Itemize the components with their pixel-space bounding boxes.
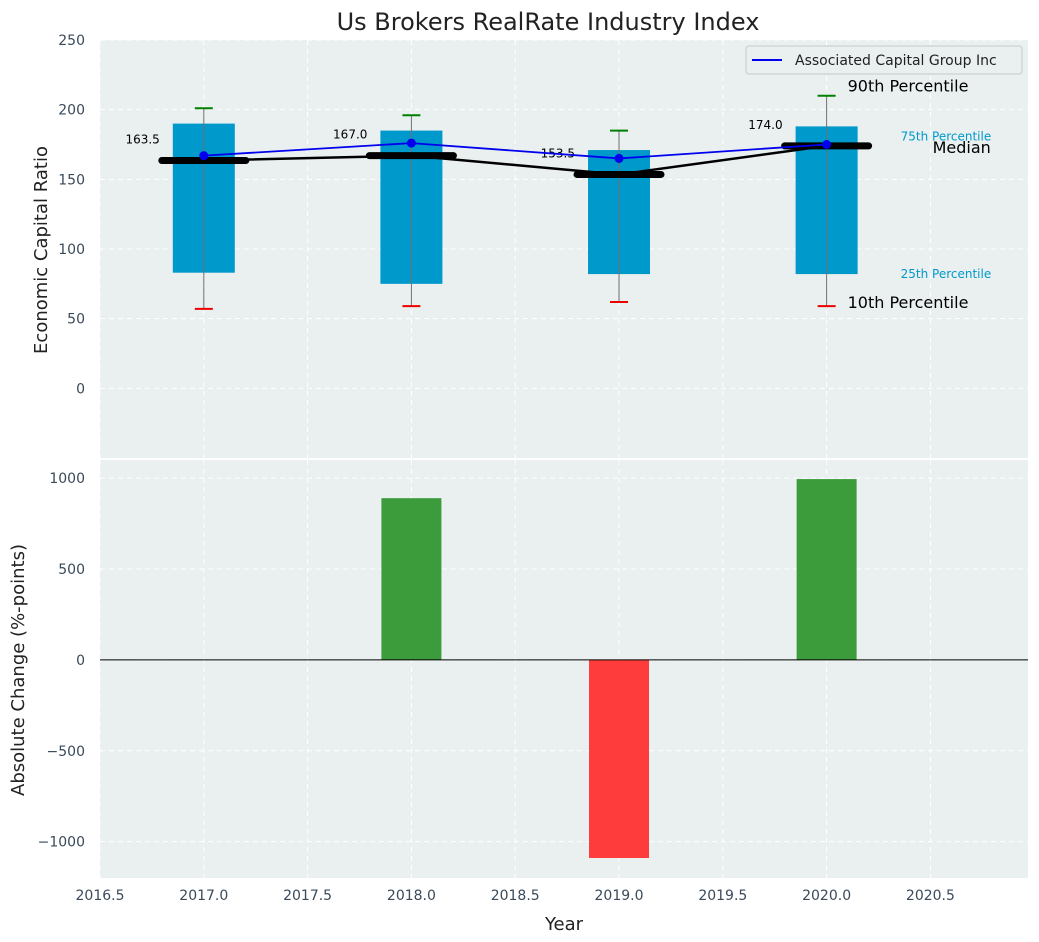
bottom-y-ticks: −1000 −500 0 500 1000 (38, 471, 85, 850)
panel-separator (100, 458, 1028, 460)
chart-title: Us Brokers RealRate Industry Index (337, 8, 760, 36)
x-tick-label: 2020.5 (906, 888, 955, 904)
median-line (203, 144, 827, 176)
top-y-tick-label: 150 (58, 172, 85, 188)
x-tick-label: 2019.0 (595, 888, 644, 904)
annotation-median: Median (933, 138, 991, 157)
top-y-tick-label: 0 (76, 381, 85, 397)
bottom-y-axis-label: Absolute Change (%-points) (8, 544, 29, 796)
x-ticks: 2016.5 2017.0 2017.5 2018.0 2018.5 2019.0 2019… (76, 888, 955, 904)
legend-label: Associated Capital Group Inc (795, 53, 997, 69)
median-value-label: 174.0 (748, 118, 782, 132)
series-point (406, 138, 416, 148)
series-point (199, 151, 209, 161)
top-y-tick-label: 200 (58, 103, 85, 119)
x-tick-label: 2017.5 (283, 888, 332, 904)
series-point (614, 153, 624, 163)
bottom-y-tick-label: 500 (58, 562, 85, 578)
x-axis-label: Year (544, 914, 584, 935)
bottom-grid (99, 460, 1028, 878)
bottom-y-tick-label: −500 (47, 744, 85, 760)
x-tick-label: 2016.5 (76, 888, 125, 904)
x-tick-label: 2020.0 (802, 888, 851, 904)
top-y-ticks: 0 50 100 150 200 250 (58, 33, 85, 397)
series-line-group (199, 138, 832, 163)
change-bar (589, 659, 650, 859)
x-tick-label: 2018.0 (387, 888, 436, 904)
median-value-label: 167.0 (333, 128, 367, 142)
annotation-p90: 90th Percentile (848, 77, 969, 96)
legend-box (745, 45, 1023, 75)
bottom-y-tick-label: 0 (76, 653, 85, 669)
bottom-y-tick-label: −1000 (38, 835, 85, 851)
change-bar (796, 479, 857, 660)
top-y-tick-label: 100 (58, 242, 85, 258)
x-tick-label: 2018.5 (491, 888, 540, 904)
change-bar (381, 498, 442, 660)
series-line (203, 142, 827, 160)
median-value-label: 163.5 (125, 133, 159, 147)
x-tick-label: 2017.0 (179, 888, 228, 904)
legend: Associated Capital Group Inc (745, 45, 1023, 75)
annotation-p10: 10th Percentile (848, 293, 969, 312)
annotation-p25: 25th Percentile (901, 267, 992, 281)
series-point (822, 140, 832, 149)
bar-group (381, 479, 857, 859)
top-y-tick-label: 50 (67, 312, 85, 328)
bottom-plot-background (100, 460, 1028, 878)
annotation-p75: 75th Percentile (901, 129, 992, 143)
x-tick-label: 2019.5 (698, 888, 747, 904)
top-y-axis-label: Economic Capital Ratio (31, 146, 52, 354)
top-y-tick-label: 250 (58, 33, 85, 49)
bottom-y-tick-label: 1000 (49, 471, 85, 487)
